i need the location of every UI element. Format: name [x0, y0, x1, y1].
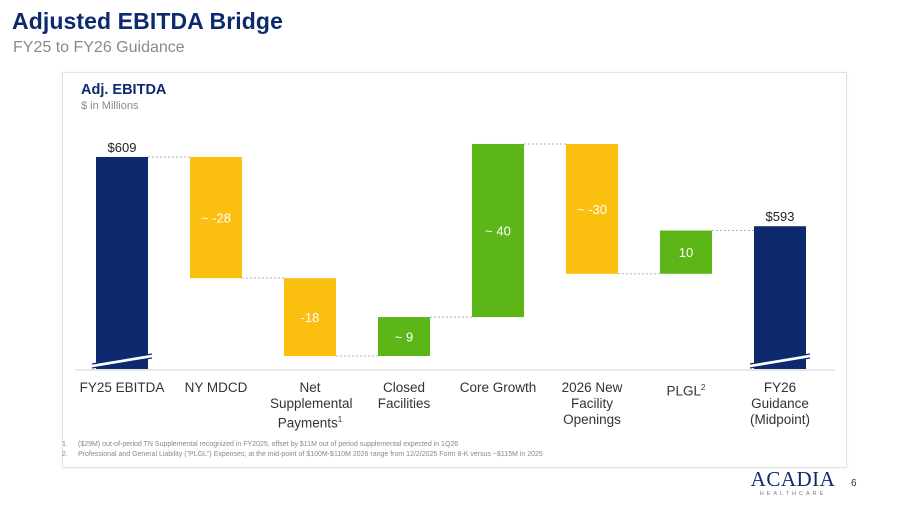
page-number: 6: [851, 478, 857, 489]
category-label: Net Supplemental Payments1: [270, 380, 353, 431]
category-label: PLGL2: [666, 383, 706, 399]
footnote-text: ($29M) out-of-period TN Supplemental rec…: [78, 441, 459, 448]
data-label: ~ 9: [395, 330, 413, 345]
bar-decrease: [566, 143, 618, 274]
footnote-number: 2.: [62, 451, 68, 458]
bar-total: [96, 156, 148, 369]
bar-decrease: [190, 156, 242, 279]
data-label: $609: [108, 140, 137, 155]
bar-increase: [378, 317, 430, 357]
category-label: FY26 Guidance (Midpoint): [749, 380, 811, 427]
axis-break-gap: [750, 354, 810, 368]
category-label: NY MDCD: [184, 380, 248, 395]
category-label: 2026 New Facility Openings: [561, 380, 623, 427]
data-label: ~ 40: [485, 224, 511, 239]
chart-title: Adj. EBITDA: [81, 82, 167, 98]
bar-total: [754, 226, 806, 369]
data-label: $593: [766, 209, 795, 224]
page-subtitle: FY25 to FY26 Guidance: [13, 39, 185, 56]
footnote-2: 2. Professional and General Liability ("…: [62, 450, 762, 460]
footnotes: 1. ($29M) out-of-period TN Supplemental …: [62, 440, 762, 460]
axis-break-line: [749, 357, 811, 369]
logo-wordmark: ACADIA: [750, 467, 836, 491]
logo-subtext: HEALTHCARE: [759, 491, 827, 497]
bar-increase: [660, 230, 712, 274]
category-label: Core Growth: [459, 380, 537, 395]
category-label: FY25 EBITDA: [79, 380, 165, 395]
company-logo: ACADIA HEALTHCARE: [748, 468, 838, 498]
category-label: Closed Facilities: [377, 380, 431, 411]
bar-increase: [472, 143, 524, 318]
data-label: 10: [679, 245, 693, 260]
bar-decrease: [284, 278, 336, 357]
data-label: -18: [301, 310, 320, 325]
footnote-1: 1. ($29M) out-of-period TN Supplemental …: [62, 440, 762, 450]
footnote-number: 1.: [62, 441, 68, 448]
axis-break-line: [91, 353, 153, 365]
page-title: Adjusted EBITDA Bridge: [12, 8, 283, 34]
axis-break-gap: [92, 354, 152, 368]
axis-break-line: [749, 353, 811, 365]
footnote-text: Professional and General Liability ("PLG…: [78, 451, 543, 458]
data-label: ~ -28: [201, 211, 231, 226]
chart-units: $ in Millions: [81, 100, 139, 112]
data-label: ~ -30: [577, 202, 607, 217]
axis-break-line: [91, 357, 153, 369]
